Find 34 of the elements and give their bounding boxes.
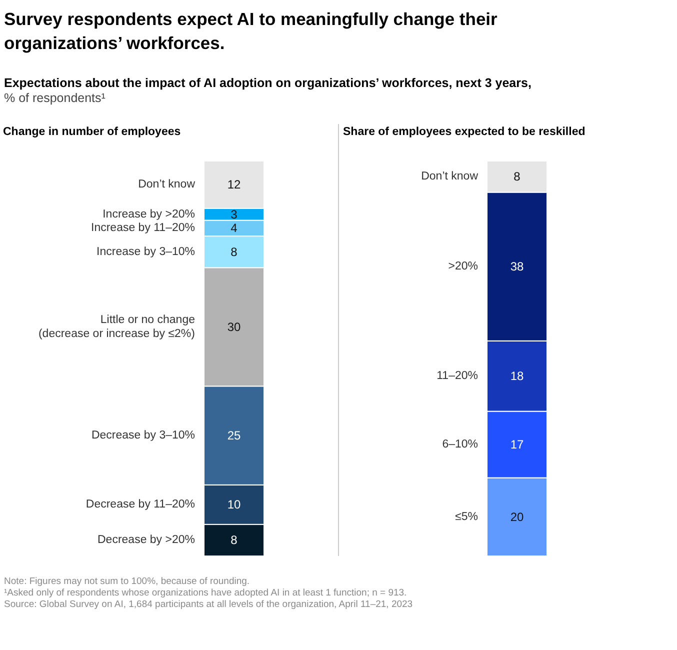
series-label: Decrease by 11–20% xyxy=(86,498,195,511)
series-label: Decrease by 3–10% xyxy=(91,430,195,442)
text: % of respondents¹ xyxy=(4,91,106,105)
data-label: 3 xyxy=(230,207,238,222)
series-label: Increase by 3–10% xyxy=(96,246,195,258)
series-label: 6–10% xyxy=(442,438,478,451)
data-label: 18 xyxy=(510,369,524,384)
series-label: Increase by 11–20% xyxy=(91,222,195,234)
data-label: 38 xyxy=(510,260,524,274)
data-label: 12 xyxy=(227,178,241,192)
data-label: 20 xyxy=(510,510,524,524)
series-label: Increase by >20% xyxy=(102,208,195,220)
text: Survey respondents expect AI to meaningfully change their organizations’ workforces. xyxy=(4,9,498,53)
data-label: 8 xyxy=(230,533,238,548)
series-label: Little or no change (decrease or increase by ≤2%) xyxy=(38,314,196,340)
data-label: 10 xyxy=(227,498,241,512)
text: Note: Figures may not sum to 100%, because of rounding. xyxy=(4,576,250,587)
series-label: ≤5% xyxy=(455,510,478,523)
text: Change in number of employees xyxy=(3,126,181,138)
chart-title: Share of employees expected to be reskilled xyxy=(343,126,586,138)
series-label: Don’t know xyxy=(421,170,479,183)
data-label: 30 xyxy=(227,320,241,334)
series-label: Don’t know xyxy=(138,178,196,191)
data-label: 25 xyxy=(227,428,241,443)
source-note: Source: Global Survey on AI, 1,684 participants at all levels of the organization, April 11–21, 2023 xyxy=(4,599,413,610)
series-label: 11–20% xyxy=(436,370,478,382)
series-label: >20% xyxy=(448,260,478,273)
data-label: 8 xyxy=(514,170,521,184)
data-label: 4 xyxy=(230,221,238,236)
series-label: Decrease by >20% xyxy=(98,534,195,546)
text: ¹Asked only of respondents whose organizations have adopted AI in at least 1 function; n = 913. xyxy=(4,588,407,598)
text: Expectations about the impact of AI adoption on organizations’ workforces, next 3 years, xyxy=(4,76,532,90)
data-label: 17 xyxy=(510,438,524,452)
data-label: 8 xyxy=(230,244,238,259)
